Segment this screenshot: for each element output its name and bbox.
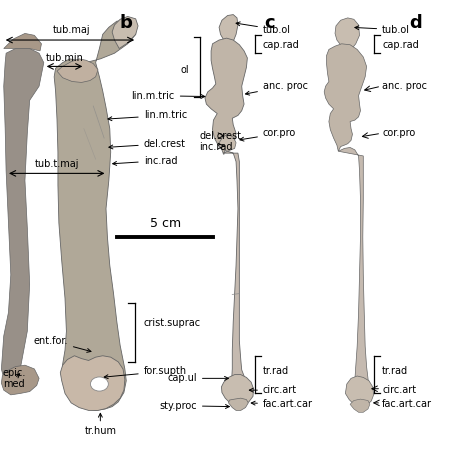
Text: circ.art: circ.art <box>382 385 416 395</box>
Text: anc. proc: anc. proc <box>246 81 308 95</box>
Polygon shape <box>54 20 136 410</box>
Text: crist.suprac: crist.suprac <box>144 318 201 328</box>
Polygon shape <box>221 374 254 406</box>
Text: del.crest: del.crest <box>199 131 241 141</box>
Polygon shape <box>219 15 238 44</box>
Text: tub.min: tub.min <box>46 53 83 63</box>
Text: epic.
med: epic. med <box>3 367 26 389</box>
Polygon shape <box>112 17 138 48</box>
Text: tr.rad: tr.rad <box>263 366 289 376</box>
Text: b: b <box>120 14 133 32</box>
Text: c: c <box>264 14 275 32</box>
Text: lin.m.tric: lin.m.tric <box>108 110 187 121</box>
Polygon shape <box>223 151 246 401</box>
Polygon shape <box>60 356 125 410</box>
Text: cor.pro: cor.pro <box>382 128 415 138</box>
Polygon shape <box>346 376 374 407</box>
Polygon shape <box>335 18 359 51</box>
Text: fac.art.car: fac.art.car <box>251 399 313 409</box>
Text: for.supth: for.supth <box>104 366 187 379</box>
Polygon shape <box>228 398 248 410</box>
Polygon shape <box>324 44 366 151</box>
Text: fac.art.car: fac.art.car <box>382 399 432 409</box>
Polygon shape <box>4 34 41 51</box>
Polygon shape <box>1 48 44 383</box>
Text: tr.rad: tr.rad <box>382 366 408 376</box>
Polygon shape <box>57 59 98 82</box>
Polygon shape <box>338 147 369 401</box>
Text: cap.ul: cap.ul <box>167 374 228 383</box>
Text: tub.ol: tub.ol <box>236 22 291 35</box>
Text: tub.maj: tub.maj <box>53 25 91 36</box>
Text: sty.proc: sty.proc <box>159 401 229 410</box>
Text: tub.t.maj: tub.t.maj <box>35 159 79 169</box>
Text: inc.rad: inc.rad <box>113 155 177 165</box>
Text: cap.rad: cap.rad <box>382 40 419 50</box>
Text: cor.pro: cor.pro <box>240 128 296 141</box>
Text: lin.m.tric: lin.m.tric <box>132 91 205 100</box>
Text: tub.ol: tub.ol <box>355 25 410 35</box>
Polygon shape <box>219 134 236 151</box>
Text: d: d <box>410 14 422 32</box>
Text: ent.for.: ent.for. <box>34 336 91 352</box>
Text: del.crest: del.crest <box>109 139 186 149</box>
Text: ol: ol <box>180 65 189 75</box>
Text: cap.rad: cap.rad <box>263 40 300 50</box>
Text: 5 cm: 5 cm <box>150 217 181 230</box>
Text: anc. proc: anc. proc <box>382 81 427 91</box>
Text: circ.art: circ.art <box>249 385 297 395</box>
Polygon shape <box>205 38 247 155</box>
Polygon shape <box>1 365 39 395</box>
Polygon shape <box>350 399 370 412</box>
Ellipse shape <box>91 377 109 391</box>
Text: tr.hum: tr.hum <box>84 413 116 437</box>
Text: inc.rad: inc.rad <box>199 143 233 153</box>
